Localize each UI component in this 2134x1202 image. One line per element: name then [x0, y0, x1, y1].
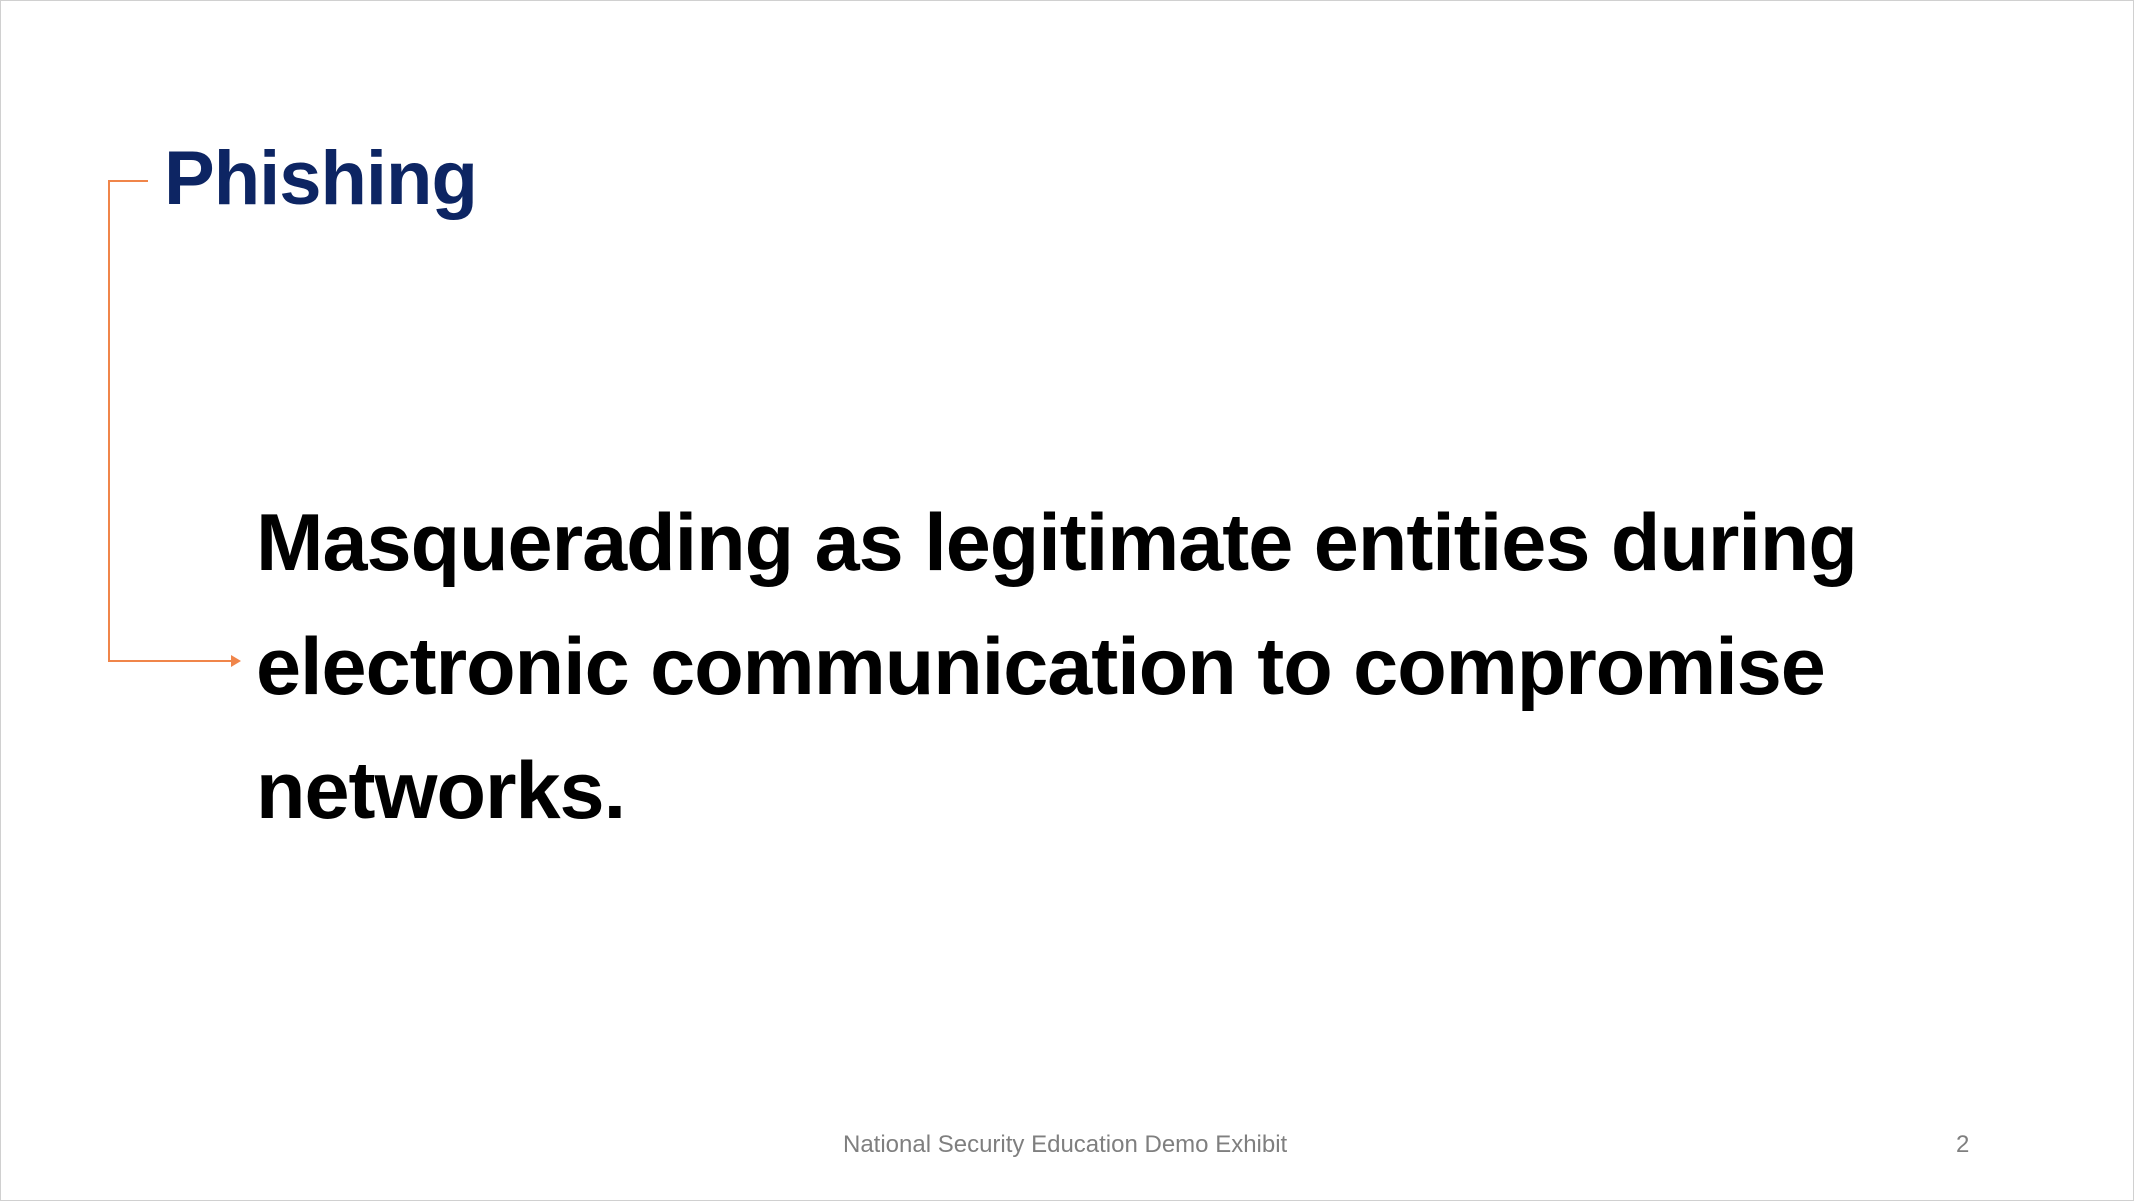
slide-body-text: Masquerading as legitimate entities duri… [256, 498, 1858, 836]
slide-footer: National Security Education Demo Exhibit [843, 1131, 1288, 1158]
slide-title: Phishing [164, 136, 478, 221]
slide-page-number: 2 [1956, 1131, 1970, 1158]
arrowhead-icon [231, 655, 241, 667]
connector-line [108, 180, 231, 662]
